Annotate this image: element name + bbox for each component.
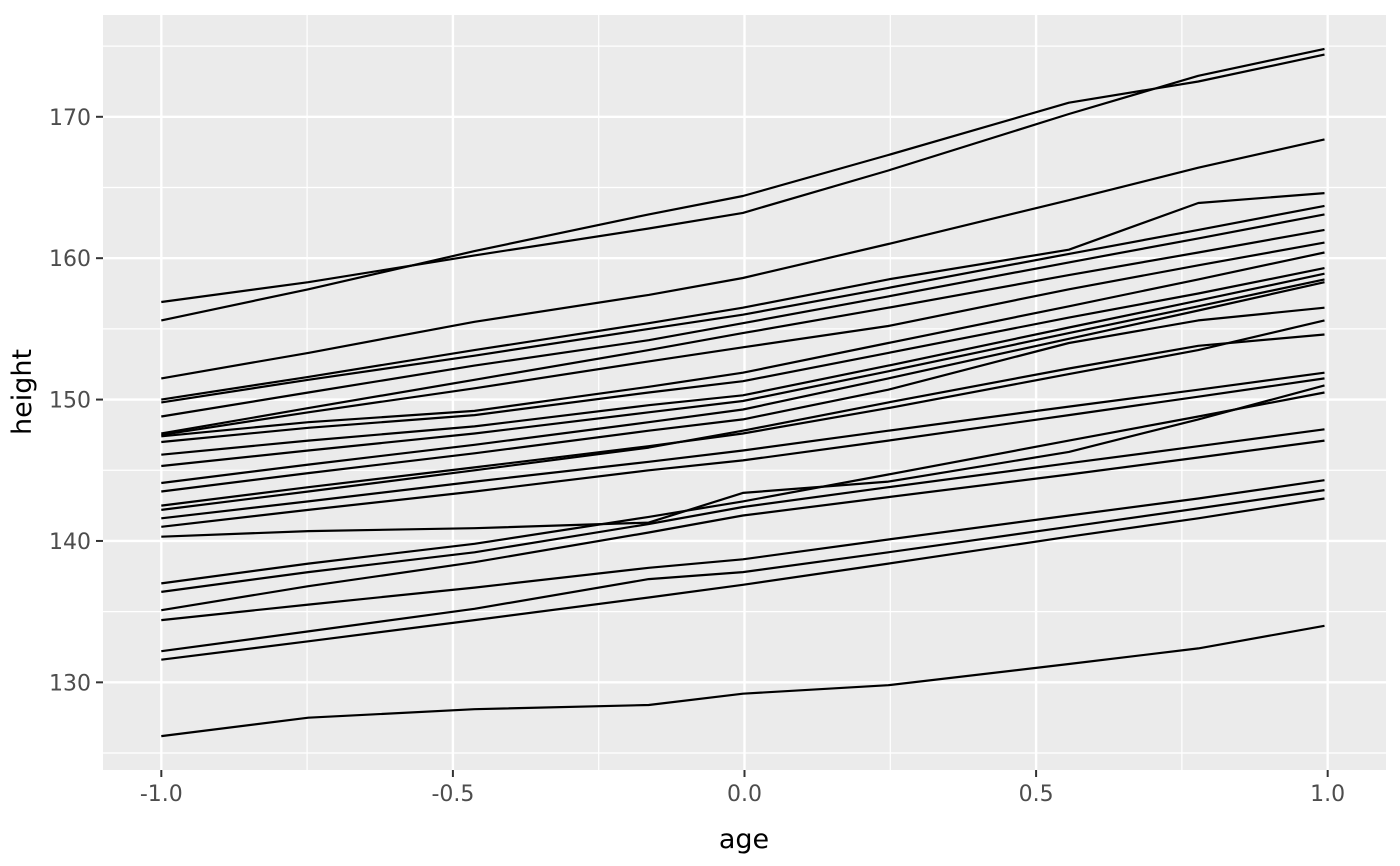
growth-line-subject-05 — [161, 204, 1325, 404]
y-tick-label: 170 — [49, 106, 91, 131]
growth-line-subject-07 — [161, 228, 1325, 435]
x-tick-label: 0.5 — [1019, 782, 1054, 807]
growth-line-subject-08 — [161, 241, 1325, 436]
growth-line-subject-03 — [161, 138, 1325, 380]
y-axis-title: height — [7, 349, 38, 435]
growth-line-subject-20 — [161, 391, 1325, 585]
growth-line-subject-04 — [161, 192, 1325, 401]
y-tick-label: 160 — [49, 247, 91, 272]
growth-line-subject-25 — [161, 497, 1325, 661]
y-tick-label: 150 — [49, 389, 91, 414]
growth-line-subject-24 — [161, 489, 1325, 653]
growth-line-subject-16 — [161, 333, 1325, 511]
growth-line-subject-06 — [161, 213, 1325, 418]
growth-line-subject-15 — [161, 319, 1325, 507]
x-tick-label: -0.5 — [431, 782, 474, 807]
growth-line-subject-23 — [161, 479, 1325, 622]
x-tick-label: 0.0 — [727, 782, 762, 807]
y-tick-label: 130 — [49, 671, 91, 696]
growth-line-subject-18 — [161, 377, 1325, 528]
growth-line-subject-26 — [161, 624, 1325, 738]
growth-line-subject-14 — [161, 306, 1325, 493]
growth-line-subject-21 — [161, 428, 1325, 593]
growth-line-subject-17 — [161, 371, 1325, 520]
growth-line-subject-11 — [161, 272, 1325, 456]
growth-line-subject-10 — [161, 267, 1325, 444]
growth-line-subject-13 — [161, 281, 1325, 485]
x-tick-label: -1.0 — [140, 782, 183, 807]
growth-line-subject-22 — [161, 439, 1325, 612]
growth-line-subject-19 — [161, 384, 1325, 538]
growth-line-subject-09 — [161, 251, 1325, 438]
x-axis-title: age — [719, 824, 769, 855]
y-tick-label: 140 — [49, 530, 91, 555]
growth-line-subject-02 — [161, 53, 1325, 322]
x-tick-label: 1.0 — [1310, 782, 1345, 807]
plot-area: -1.0 -0.5 0.0 0.5 1.0 130 140 150 160 170 — [49, 15, 1386, 807]
growth-line-subject-12 — [161, 278, 1325, 468]
